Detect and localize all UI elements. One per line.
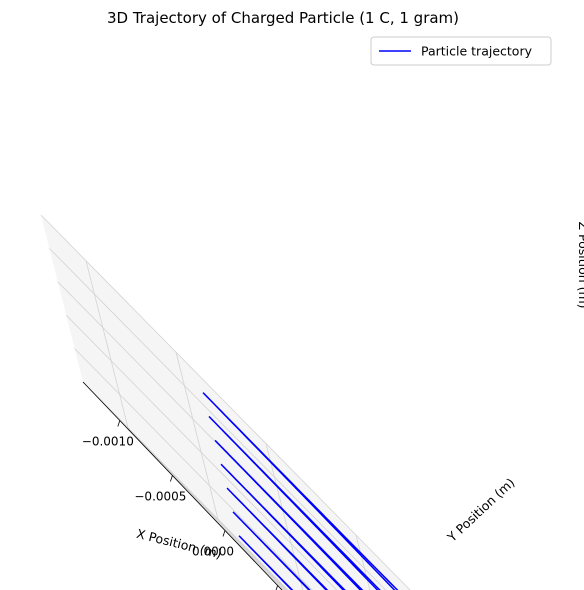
grid-line-x <box>119 420 288 590</box>
grid-line-y <box>127 427 284 590</box>
legend: Particle trajectory <box>370 36 552 66</box>
grid-line-z <box>40 214 411 590</box>
x-axis-label: X Position (m) <box>135 526 223 562</box>
trajectory-layer <box>202 392 399 590</box>
grid-line-z <box>65 314 338 590</box>
x-tick-mark <box>222 530 226 537</box>
grid-line-y <box>175 352 219 520</box>
trajectory-line <box>202 392 399 590</box>
x-tick-mark <box>275 585 278 590</box>
grid-line-y <box>355 534 371 590</box>
x-tick-label: 0.0000 <box>192 545 234 559</box>
x-tick-label: −0.0005 <box>134 490 186 504</box>
z-axis-label: Z Position (m) <box>576 221 584 308</box>
x-tick-mark <box>170 475 173 482</box>
chart-title: 3D Trajectory of Charged Particle (1 C, … <box>107 9 459 27</box>
legend-box <box>370 36 552 66</box>
x-tick-mark <box>117 420 121 427</box>
axis-panes <box>41 215 411 590</box>
legend-label: Particle trajectory <box>421 44 533 59</box>
grid-line-x <box>172 475 286 590</box>
grid-line-y <box>217 518 287 590</box>
y-axis-label: Y Position (m) <box>444 475 518 545</box>
grid-line-z <box>49 248 387 590</box>
axis-ticks: −0.0010−0.00050.00000.00050.00100.0000−0… <box>82 420 278 590</box>
x-tick-label: −0.0010 <box>82 435 134 449</box>
grid-line-y <box>85 260 129 428</box>
grid-line-z <box>82 381 289 590</box>
grid-line-z <box>74 348 313 590</box>
